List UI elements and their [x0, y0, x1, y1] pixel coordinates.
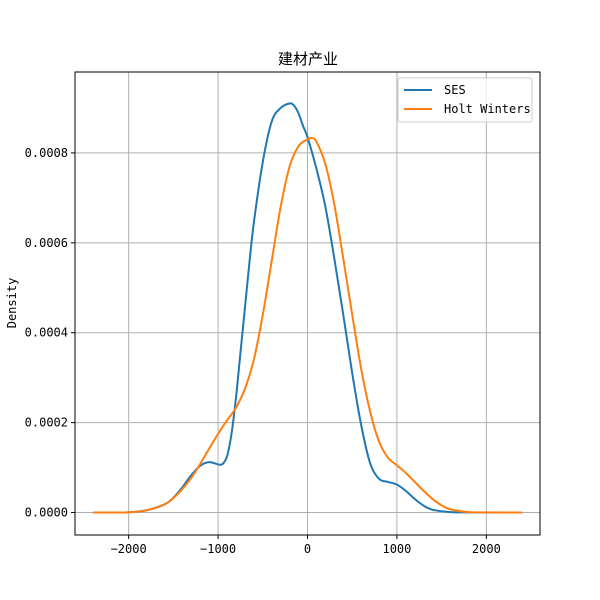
series-line-ses [92, 102, 523, 514]
legend-label-holt-winters: Holt Winters [444, 102, 531, 116]
legend-label-ses: SES [444, 83, 466, 97]
x-tick-label: −2000 [111, 542, 147, 556]
y-tick-label: 0.0004 [25, 326, 68, 340]
chart-title: 建材产业 [278, 50, 338, 68]
x-tick-label: 0 [304, 542, 311, 556]
y-axis-label: Density [5, 278, 19, 329]
grid [75, 72, 540, 535]
axis-ticks: −2000 −1000 0 1000 2000 0.0000 0.0002 0.0004 0.0… [25, 146, 501, 556]
x-tick-label: −1000 [200, 542, 236, 556]
y-tick-label: 0.0002 [25, 416, 68, 430]
x-tick-label: 2000 [472, 542, 501, 556]
series-lines [92, 102, 523, 514]
y-tick-label: 0.0008 [25, 146, 68, 160]
legend: SES Holt Winters [397, 77, 533, 123]
y-tick-label: 0.0006 [25, 236, 68, 250]
y-tick-label: 0.0000 [25, 506, 68, 520]
x-tick-label: 1000 [382, 542, 411, 556]
series-line-holt-winters [92, 136, 523, 514]
